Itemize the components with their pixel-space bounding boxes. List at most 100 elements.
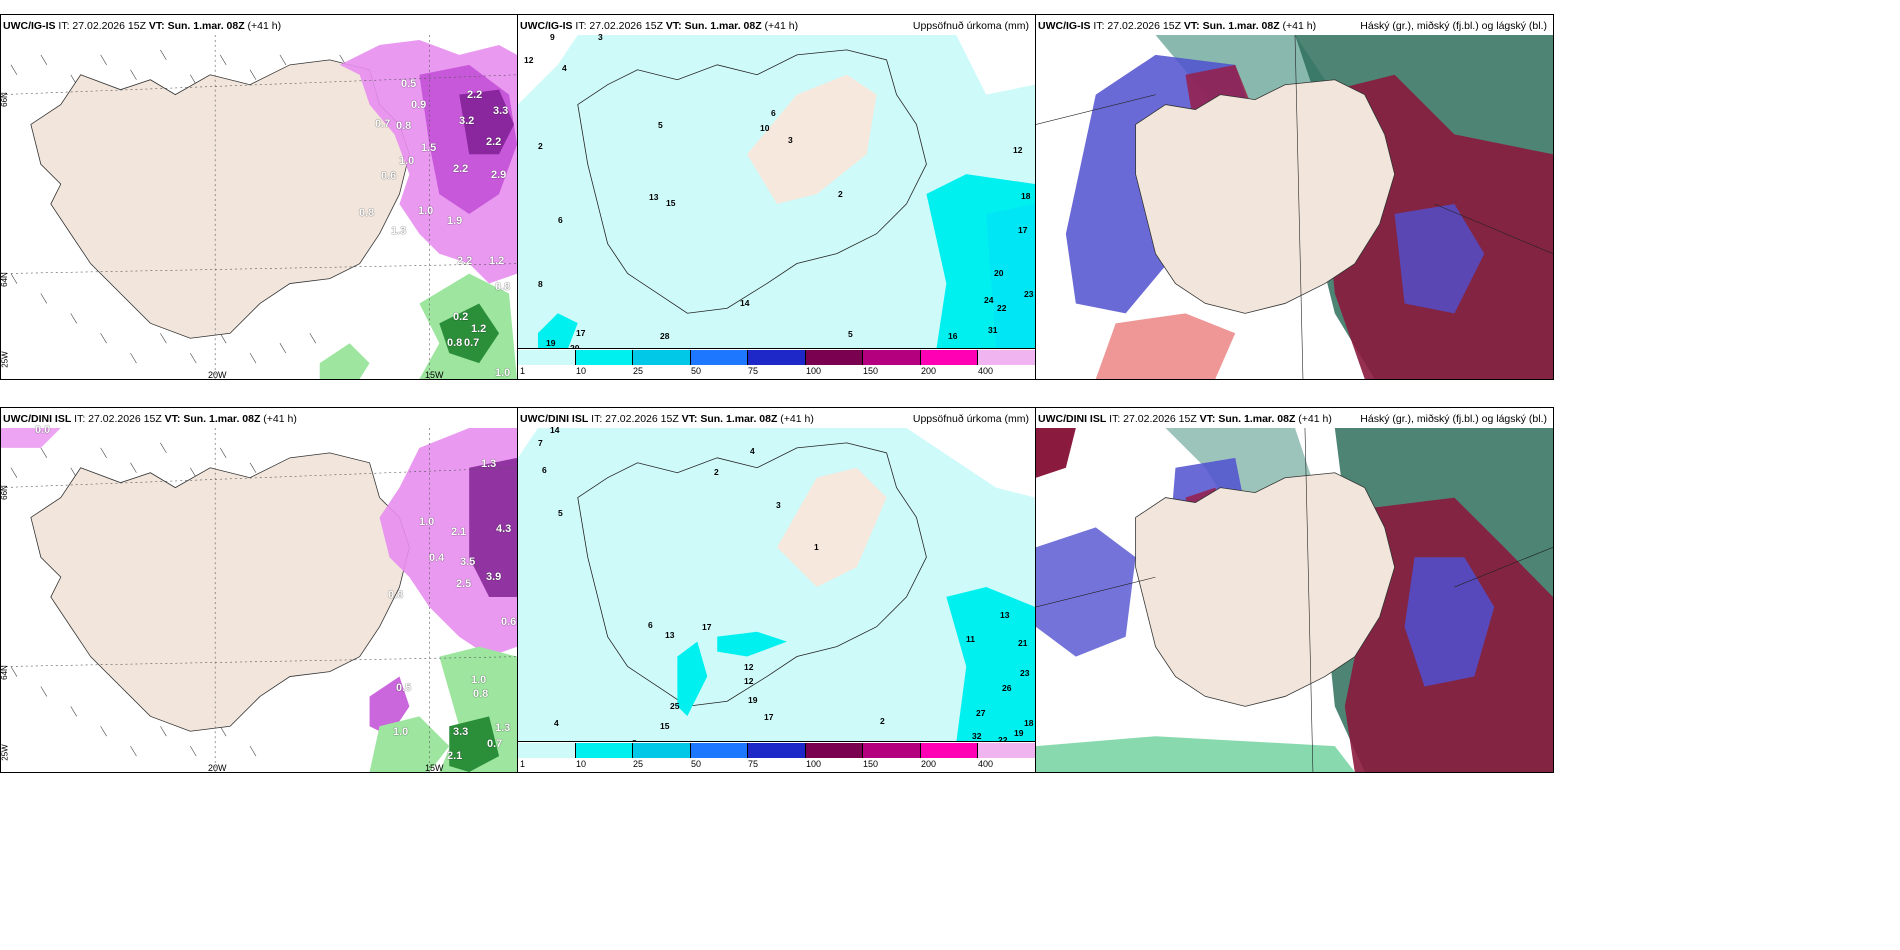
colorbar-tick: 400 bbox=[978, 366, 994, 376]
colorbar-tick: 25 bbox=[633, 366, 644, 376]
colorbar-tick: 75 bbox=[748, 366, 759, 376]
precip-value: 12 bbox=[744, 662, 754, 672]
precip-value: 15 bbox=[660, 721, 670, 731]
wind-value: 2.2 bbox=[467, 89, 483, 101]
wind-value: 0.8 bbox=[495, 281, 511, 293]
wind-value: 1.5 bbox=[421, 142, 437, 154]
precip-value: 22 bbox=[997, 303, 1007, 313]
wind-value: 1.2 bbox=[471, 323, 487, 335]
wind-value: 3.3 bbox=[453, 726, 469, 738]
wind-value: 1.9 bbox=[447, 215, 463, 227]
precip-value: 2 bbox=[880, 716, 885, 726]
precip-value: 15 bbox=[666, 198, 676, 208]
wind-panel-row2: UWC/DINI ISL IT: 27.02.2026 15Z VT: Sun.… bbox=[0, 407, 518, 773]
colorbar-tick: 1 bbox=[520, 759, 526, 769]
lon-label-20: 20W bbox=[208, 763, 227, 773]
panel-header: UWC/IG-IS IT: 27.02.2026 15Z VT: Sun. 1.… bbox=[1038, 20, 1317, 32]
precip-value: 13 bbox=[649, 192, 659, 202]
lat-label-64: 64N bbox=[0, 665, 9, 680]
precip-value: 10 bbox=[760, 123, 770, 133]
wind-value: 3.5 bbox=[460, 556, 476, 568]
wind-value: 0.6 bbox=[501, 616, 517, 628]
panel-header: UWC/DINI ISL IT: 27.02.2026 15Z VT: Sun.… bbox=[520, 413, 814, 425]
cloud-map bbox=[1036, 35, 1553, 379]
colorbar: 1 10 25 50 75 100 150 200 400 bbox=[518, 741, 1035, 772]
cloud-panel-row2: UWC/DINI ISL IT: 27.02.2026 15Z VT: Sun.… bbox=[1035, 407, 1554, 773]
precip-value: 3 bbox=[788, 135, 793, 145]
panel-title: Uppsöfnuð úrkoma (mm) bbox=[912, 20, 1029, 32]
wind-value: 2.2 bbox=[457, 255, 473, 267]
colorbar-tick: 100 bbox=[806, 366, 822, 376]
colorbar-tick: 25 bbox=[633, 759, 644, 769]
wind-value: 2.1 bbox=[447, 750, 463, 762]
precip-value: 28 bbox=[660, 331, 670, 341]
precip-value: 5 bbox=[658, 120, 663, 130]
wind-value: 1.0 bbox=[399, 155, 415, 167]
colorbar-tick: 50 bbox=[691, 366, 702, 376]
precip-value: 4 bbox=[750, 446, 755, 456]
precip-value: 19 bbox=[748, 695, 758, 705]
precip-value: 6 bbox=[558, 215, 563, 225]
precip-value: 6 bbox=[771, 108, 776, 118]
wind-value: 0.5 bbox=[396, 682, 412, 694]
lon-label-15: 15W bbox=[425, 763, 444, 773]
precip-value: 13 bbox=[1000, 610, 1010, 620]
panel-title: Háský (gr.), miðský (fj.bl.) og lágský (… bbox=[1360, 413, 1547, 425]
precip-value: 16 bbox=[948, 331, 958, 341]
colorbar-tick: 10 bbox=[576, 366, 587, 376]
wind-value: 0.7 bbox=[487, 738, 503, 750]
wind-value: 3.9 bbox=[486, 571, 502, 583]
precip-value: 26 bbox=[1002, 683, 1012, 693]
wind-value: 1.0 bbox=[495, 367, 511, 379]
lat-label-66: 66N bbox=[0, 92, 9, 107]
lon-label-25: 25W bbox=[0, 744, 10, 761]
precip-value: 6 bbox=[542, 465, 547, 475]
panel-header: UWC/DINI ISL IT: 27.02.2026 15Z VT: Sun.… bbox=[1038, 413, 1332, 425]
precip-value: 11 bbox=[966, 634, 975, 644]
precip-value: 12 bbox=[524, 55, 534, 65]
precip-value: 17 bbox=[702, 622, 712, 632]
wind-value: 0.8 bbox=[396, 120, 412, 132]
precip-value: 14 bbox=[740, 298, 750, 308]
wind-value: 0.5 bbox=[401, 78, 417, 90]
wind-value: 0.4 bbox=[429, 552, 445, 564]
wind-value: 0.0 bbox=[35, 424, 51, 436]
cloud-panel-row1: UWC/IG-IS IT: 27.02.2026 15Z VT: Sun. 1.… bbox=[1035, 14, 1554, 380]
precip-value: 2 bbox=[538, 141, 543, 151]
wind-value: 0.6 bbox=[381, 170, 397, 182]
wind-value: 0.8 bbox=[447, 337, 463, 349]
colorbar-tick: 150 bbox=[863, 366, 879, 376]
wind-value: 1.0 bbox=[393, 726, 409, 738]
wind-value: 2.9 bbox=[491, 169, 507, 181]
precip-value: 31 bbox=[988, 325, 998, 335]
precip-value: 12 bbox=[1013, 145, 1023, 155]
wind-value: 2.2 bbox=[453, 163, 469, 175]
precip-value: 3 bbox=[598, 32, 603, 42]
lat-label-64: 64N bbox=[0, 272, 9, 287]
precip-value: 14 bbox=[550, 425, 560, 435]
wind-value: 2.1 bbox=[451, 526, 467, 538]
wind-value: 3.2 bbox=[459, 115, 475, 127]
colorbar-tick: 75 bbox=[748, 759, 759, 769]
precip-value: 8 bbox=[538, 279, 543, 289]
wind-value: 0.2 bbox=[453, 311, 469, 323]
wind-value: 1.3 bbox=[481, 458, 497, 470]
wind-value: 1.2 bbox=[489, 255, 505, 267]
precip-panel-row1: UWC/IG-IS IT: 27.02.2026 15Z VT: Sun. 1.… bbox=[517, 14, 1036, 380]
precip-value: 7 bbox=[538, 438, 543, 448]
wind-value: 4.3 bbox=[496, 523, 512, 535]
colorbar-tick: 200 bbox=[921, 366, 937, 376]
cloud-map bbox=[1036, 428, 1553, 772]
wind-value: 3.3 bbox=[493, 105, 509, 117]
panel-title: Háský (gr.), miðský (fj.bl.) og lágský (… bbox=[1360, 20, 1547, 32]
wind-value: 1.3 bbox=[391, 225, 407, 237]
precip-value: 13 bbox=[665, 630, 675, 640]
lon-label-25: 25W bbox=[0, 351, 10, 368]
precip-value: 18 bbox=[1024, 718, 1034, 728]
precip-value: 20 bbox=[994, 268, 1004, 278]
lon-label-15: 15W bbox=[425, 370, 444, 380]
precip-value: 1 bbox=[814, 542, 819, 552]
wind-value: 1.0 bbox=[419, 516, 435, 528]
precip-value: 23 bbox=[1020, 668, 1030, 678]
wind-value: 2.2 bbox=[486, 136, 502, 148]
